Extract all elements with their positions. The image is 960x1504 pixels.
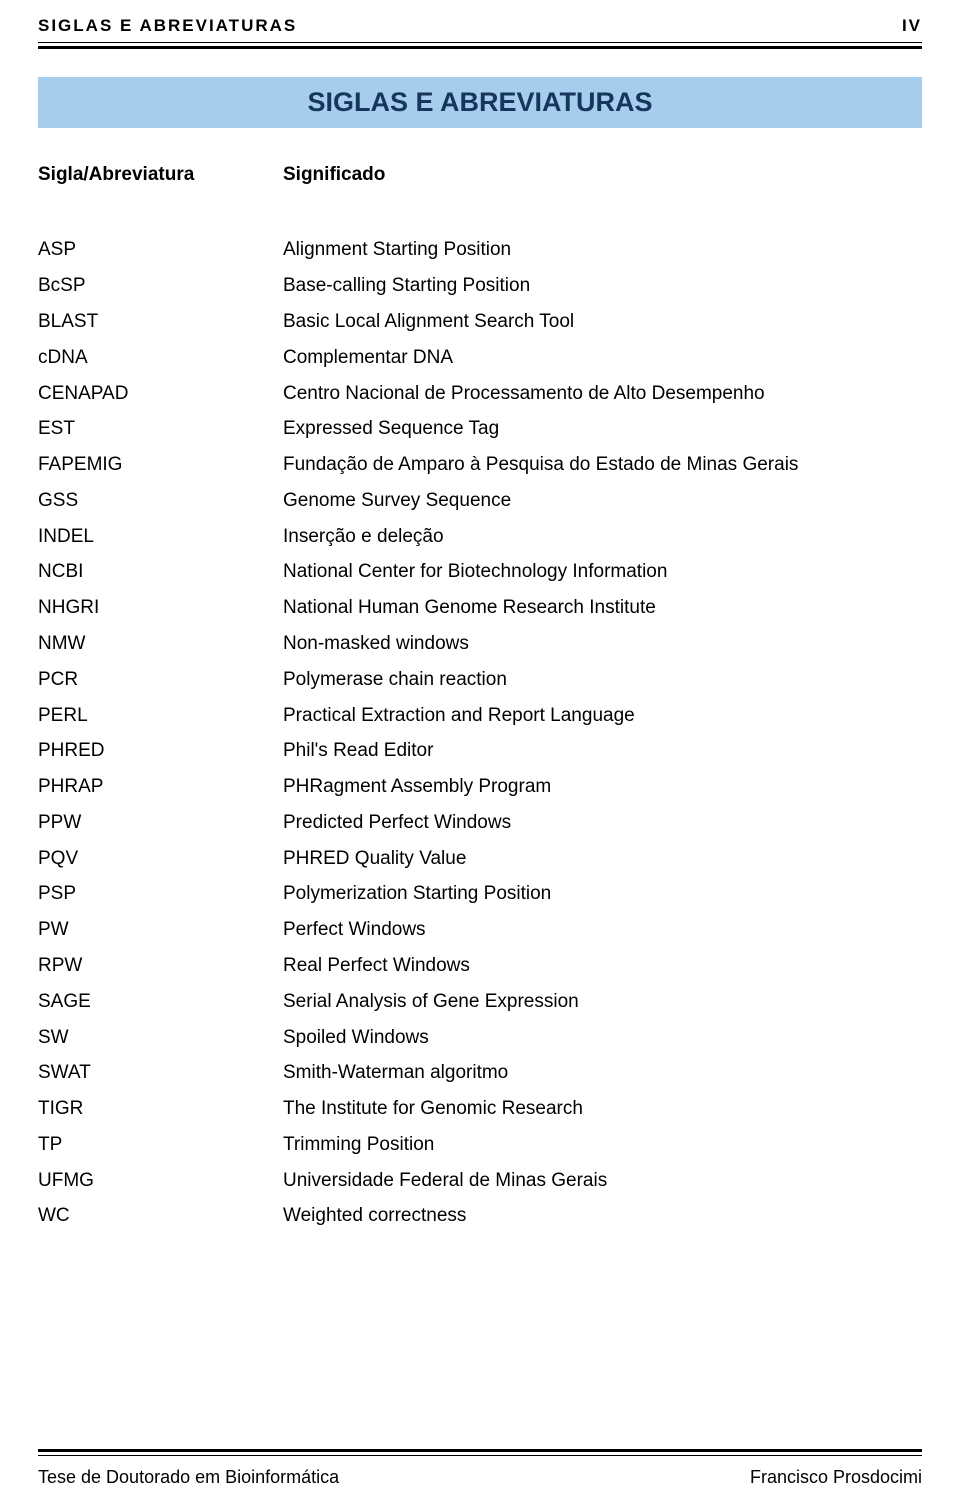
cell-sigla: SWAT: [38, 1063, 283, 1082]
cell-significado: Weighted correctness: [283, 1206, 922, 1225]
cell-sigla: NMW: [38, 634, 283, 653]
cell-sigla: BLAST: [38, 312, 283, 331]
footer-rule: [38, 1449, 922, 1456]
title-banner: SIGLAS E ABREVIATURAS: [38, 77, 922, 128]
cell-sigla: PHRED: [38, 741, 283, 760]
table-row: ASPAlignment Starting Position: [38, 232, 922, 268]
table-body: ASPAlignment Starting PositionBcSPBase-c…: [38, 232, 922, 1234]
cell-significado: National Human Genome Research Institute: [283, 598, 922, 617]
table-row: BcSPBase-calling Starting Position: [38, 268, 922, 304]
cell-significado: Spoiled Windows: [283, 1028, 922, 1047]
header-rule: [38, 42, 922, 49]
column-header-sigla: Sigla/Abreviatura: [38, 164, 283, 186]
cell-significado: Phil's Read Editor: [283, 741, 922, 760]
table-row: INDELInserção e deleção: [38, 518, 922, 554]
table-row: CENAPADCentro Nacional de Processamento …: [38, 375, 922, 411]
cell-significado: Non-masked windows: [283, 634, 922, 653]
cell-sigla: PQV: [38, 849, 283, 868]
cell-sigla: FAPEMIG: [38, 455, 283, 474]
header-left: SIGLAS E ABREVIATURAS: [38, 16, 297, 36]
cell-significado: Inserção e deleção: [283, 527, 922, 546]
cell-significado: National Center for Biotechnology Inform…: [283, 562, 922, 581]
table-row: GSSGenome Survey Sequence: [38, 482, 922, 518]
table-row: UFMGUniversidade Federal de Minas Gerais: [38, 1162, 922, 1198]
cell-significado: Centro Nacional de Processamento de Alto…: [283, 384, 922, 403]
cell-sigla: TP: [38, 1135, 283, 1154]
cell-sigla: PPW: [38, 813, 283, 832]
cell-sigla: UFMG: [38, 1171, 283, 1190]
cell-significado: Basic Local Alignment Search Tool: [283, 312, 922, 331]
table-row: TIGRThe Institute for Genomic Research: [38, 1091, 922, 1127]
cell-significado: Universidade Federal de Minas Gerais: [283, 1171, 922, 1190]
cell-significado: Alignment Starting Position: [283, 240, 922, 259]
cell-significado: The Institute for Genomic Research: [283, 1099, 922, 1118]
cell-sigla: INDEL: [38, 527, 283, 546]
cell-significado: Smith-Waterman algoritmo: [283, 1063, 922, 1082]
cell-sigla: SAGE: [38, 992, 283, 1011]
cell-significado: Predicted Perfect Windows: [283, 813, 922, 832]
table-row: BLASTBasic Local Alignment Search Tool: [38, 304, 922, 340]
cell-sigla: ASP: [38, 240, 283, 259]
table-row: PHREDPhil's Read Editor: [38, 733, 922, 769]
cell-sigla: PCR: [38, 670, 283, 689]
cell-significado: Practical Extraction and Report Language: [283, 706, 922, 725]
cell-significado: Polymerization Starting Position: [283, 884, 922, 903]
table-row: PQVPHRED Quality Value: [38, 840, 922, 876]
cell-significado: Perfect Windows: [283, 920, 922, 939]
footer-left: Tese de Doutorado em Bioinformática: [38, 1467, 339, 1488]
cell-sigla: NCBI: [38, 562, 283, 581]
cell-significado: Trimming Position: [283, 1135, 922, 1154]
table-row: PWPerfect Windows: [38, 912, 922, 948]
table-row: TPTrimming Position: [38, 1127, 922, 1163]
cell-significado: Base-calling Starting Position: [283, 276, 922, 295]
header-right: IV: [902, 16, 922, 36]
cell-significado: PHRED Quality Value: [283, 849, 922, 868]
cell-significado: Complementar DNA: [283, 348, 922, 367]
cell-sigla: CENAPAD: [38, 384, 283, 403]
cell-sigla: TIGR: [38, 1099, 283, 1118]
cell-sigla: RPW: [38, 956, 283, 975]
table-row: WCWeighted correctness: [38, 1198, 922, 1234]
table-row: NCBINational Center for Biotechnology In…: [38, 554, 922, 590]
table-header: Sigla/Abreviatura Significado: [38, 164, 922, 186]
cell-significado: Fundação de Amparo à Pesquisa do Estado …: [283, 455, 922, 474]
cell-sigla: EST: [38, 419, 283, 438]
cell-significado: PHRagment Assembly Program: [283, 777, 922, 796]
page-footer: Tese de Doutorado em Bioinformática Fran…: [38, 1467, 922, 1488]
table-row: PSPPolymerization Starting Position: [38, 876, 922, 912]
table-row: SWSpoiled Windows: [38, 1019, 922, 1055]
cell-significado: Serial Analysis of Gene Expression: [283, 992, 922, 1011]
cell-significado: Polymerase chain reaction: [283, 670, 922, 689]
cell-significado: Genome Survey Sequence: [283, 491, 922, 510]
table-row: cDNAComplementar DNA: [38, 339, 922, 375]
cell-sigla: PW: [38, 920, 283, 939]
table-row: PPWPredicted Perfect Windows: [38, 805, 922, 841]
table-row: RPWReal Perfect Windows: [38, 948, 922, 984]
cell-sigla: GSS: [38, 491, 283, 510]
cell-sigla: PHRAP: [38, 777, 283, 796]
cell-sigla: WC: [38, 1206, 283, 1225]
footer-right: Francisco Prosdocimi: [750, 1467, 922, 1488]
table-row: ESTExpressed Sequence Tag: [38, 411, 922, 447]
table-row: NHGRINational Human Genome Research Inst…: [38, 590, 922, 626]
page-header: SIGLAS E ABREVIATURAS IV: [38, 16, 922, 36]
table-row: PHRAPPHRagment Assembly Program: [38, 769, 922, 805]
table-row: SAGESerial Analysis of Gene Expression: [38, 983, 922, 1019]
column-header-significado: Significado: [283, 164, 922, 186]
cell-sigla: PSP: [38, 884, 283, 903]
table-row: SWATSmith-Waterman algoritmo: [38, 1055, 922, 1091]
table-row: PCRPolymerase chain reaction: [38, 661, 922, 697]
cell-significado: Real Perfect Windows: [283, 956, 922, 975]
cell-sigla: NHGRI: [38, 598, 283, 617]
table-row: FAPEMIGFundação de Amparo à Pesquisa do …: [38, 447, 922, 483]
table-row: PERLPractical Extraction and Report Lang…: [38, 697, 922, 733]
table-row: NMWNon-masked windows: [38, 626, 922, 662]
cell-sigla: PERL: [38, 706, 283, 725]
cell-sigla: cDNA: [38, 348, 283, 367]
cell-sigla: SW: [38, 1028, 283, 1047]
cell-significado: Expressed Sequence Tag: [283, 419, 922, 438]
cell-sigla: BcSP: [38, 276, 283, 295]
